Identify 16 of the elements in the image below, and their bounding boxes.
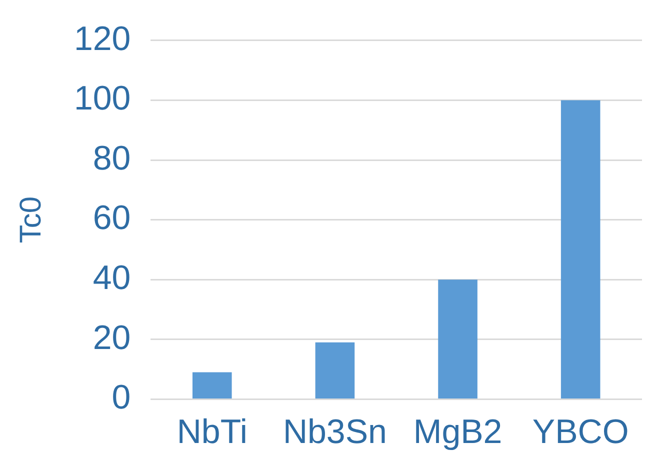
x-tick-label: Nb3Sn bbox=[282, 412, 387, 451]
y-tick-label: 0 bbox=[112, 378, 131, 417]
bar bbox=[315, 342, 355, 398]
bar bbox=[438, 280, 478, 398]
y-tick-label: 60 bbox=[92, 199, 131, 238]
x-tick-label: YBCO bbox=[532, 412, 629, 451]
y-tick-label: 100 bbox=[74, 80, 131, 118]
x-tick-label: MgB2 bbox=[413, 412, 502, 451]
y-tick-label: 120 bbox=[74, 20, 131, 58]
bar bbox=[560, 100, 600, 398]
y-axis-title: Tc0 bbox=[14, 196, 48, 244]
y-tick-label: 40 bbox=[92, 258, 131, 297]
y-tick-label: 80 bbox=[92, 139, 131, 178]
y-tick-label: 20 bbox=[92, 318, 131, 357]
bar bbox=[192, 372, 232, 398]
x-tick-label: NbTi bbox=[176, 412, 248, 451]
